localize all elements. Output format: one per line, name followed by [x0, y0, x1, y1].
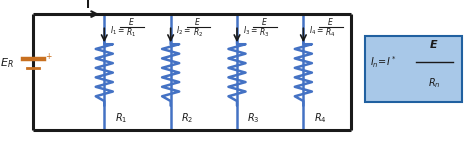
Text: $I_2=$: $I_2=$: [176, 25, 191, 37]
Text: E: E: [328, 18, 333, 27]
Text: $R_2$: $R_2$: [181, 111, 193, 125]
Text: $I_4=$: $I_4=$: [309, 25, 324, 37]
Text: $R_4$: $R_4$: [325, 27, 336, 39]
Text: $\mathbf{I}$: $\mathbf{I}$: [85, 0, 90, 10]
FancyBboxPatch shape: [365, 36, 462, 102]
Text: +: +: [46, 52, 52, 61]
Text: $R_3$: $R_3$: [259, 27, 269, 39]
Text: $R_4$: $R_4$: [314, 111, 327, 125]
Text: $R_1$: $R_1$: [115, 111, 127, 125]
Text: $R_2$: $R_2$: [192, 27, 203, 39]
Text: $I_3=$: $I_3=$: [243, 25, 258, 37]
Text: $R_3$: $R_3$: [247, 111, 260, 125]
Text: $I_1=$: $I_1=$: [110, 25, 125, 37]
Text: $R_1$: $R_1$: [126, 27, 137, 39]
Text: E: E: [262, 18, 266, 27]
Text: E: E: [430, 40, 438, 50]
Text: $I_n\!=\!I^*$: $I_n\!=\!I^*$: [370, 54, 396, 70]
Text: E: E: [195, 18, 200, 27]
Text: $R_n$: $R_n$: [428, 76, 440, 90]
Text: E: E: [129, 18, 134, 27]
Text: $E_R$: $E_R$: [0, 57, 14, 70]
